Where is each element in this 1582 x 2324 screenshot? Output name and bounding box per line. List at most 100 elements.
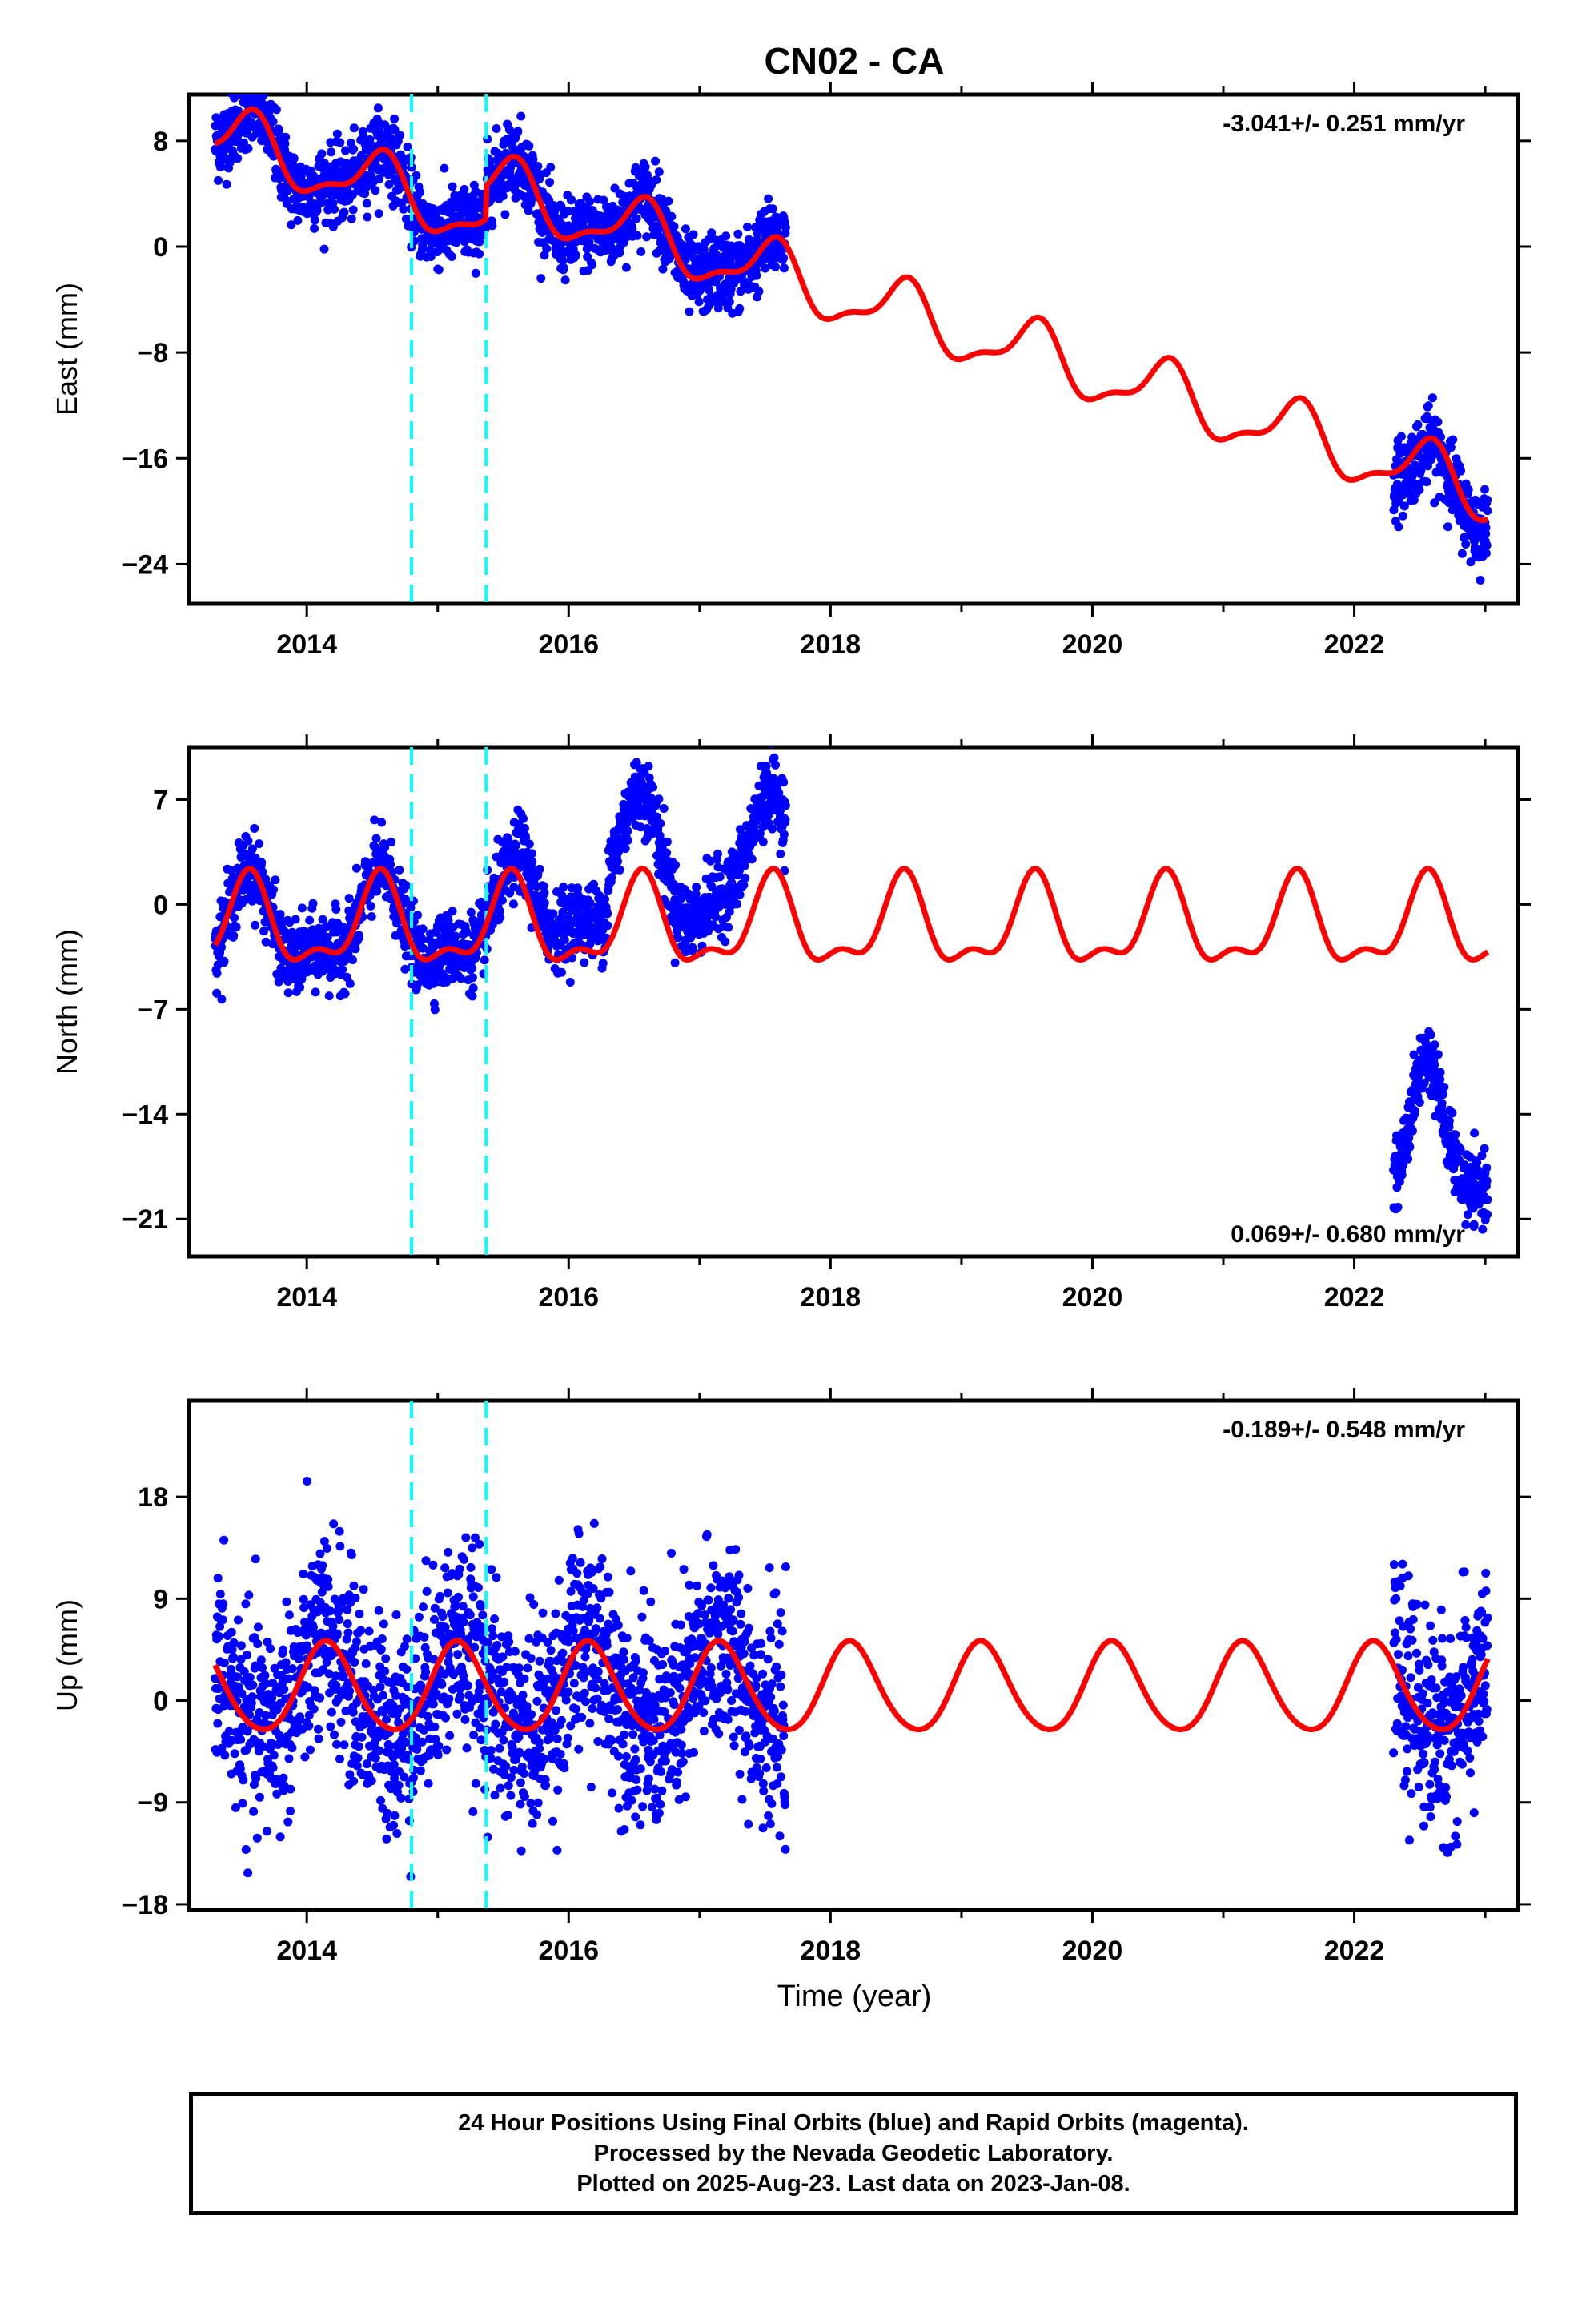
data-point [286, 1807, 295, 1816]
data-point [343, 1619, 352, 1629]
data-point [271, 875, 280, 885]
data-point [1461, 1220, 1471, 1229]
data-point [520, 823, 529, 833]
data-point [238, 1799, 247, 1808]
data-point [466, 907, 476, 917]
data-point [752, 271, 761, 280]
data-point [598, 959, 608, 968]
x-tick-label: 2022 [1324, 1282, 1385, 1313]
data-point [390, 125, 400, 135]
data-point [400, 964, 410, 974]
data-point [252, 1833, 262, 1843]
data-point [365, 135, 375, 144]
data-point [231, 1803, 240, 1812]
data-point [416, 187, 425, 197]
data-point [540, 899, 549, 907]
data-point [345, 1770, 355, 1779]
data-point [758, 837, 768, 846]
data-point [348, 205, 358, 215]
data-point [448, 907, 457, 916]
data-point [628, 224, 637, 234]
data-point [603, 909, 612, 919]
data-point [279, 1685, 289, 1694]
data-point [375, 1746, 384, 1755]
data-point [256, 64, 265, 73]
data-point [215, 1632, 224, 1641]
data-point [659, 804, 669, 813]
data-point [217, 943, 226, 952]
data-point [322, 1658, 331, 1667]
data-point [715, 872, 725, 882]
data-point [396, 131, 405, 140]
data-point [761, 263, 770, 273]
data-point [232, 1672, 242, 1682]
data-point [669, 222, 679, 231]
data-point [319, 244, 329, 254]
data-point [317, 198, 326, 207]
data-point [761, 762, 771, 771]
data-point [287, 1743, 297, 1753]
data-point [349, 1581, 359, 1590]
data-point [243, 1868, 253, 1878]
data-point [1477, 1151, 1487, 1160]
data-point [353, 1753, 363, 1763]
data-point [1466, 557, 1476, 567]
data-point [1399, 501, 1409, 511]
data-point [243, 143, 253, 153]
data-point [1423, 412, 1432, 421]
data-point [1480, 1144, 1489, 1153]
data-point [475, 249, 484, 259]
data-point [362, 1759, 371, 1769]
y-tick-label: 9 [153, 1584, 168, 1614]
data-point [229, 931, 239, 940]
data-point [621, 263, 631, 272]
data-point [571, 251, 580, 260]
data-point [351, 1593, 360, 1602]
data-point [1460, 532, 1470, 541]
data-point [261, 1679, 271, 1688]
data-point [310, 223, 319, 233]
data-point [528, 857, 537, 866]
data-point [535, 864, 544, 874]
data-point [781, 815, 790, 825]
data-point [1413, 420, 1423, 429]
data-point [585, 197, 595, 206]
data-point [779, 778, 789, 787]
data-point [779, 253, 789, 263]
data-point [256, 1655, 266, 1665]
data-point [330, 1730, 339, 1739]
data-point [1399, 1160, 1408, 1170]
data-point [317, 149, 327, 159]
data-point [651, 156, 661, 166]
data-point [521, 833, 531, 842]
data-point [326, 1722, 335, 1731]
data-point [480, 955, 489, 965]
data-point [233, 154, 243, 163]
data-point [269, 1751, 279, 1760]
data-point [560, 935, 569, 944]
data-point [217, 995, 227, 1004]
data-point [781, 801, 790, 810]
data-point [620, 844, 630, 854]
data-point [300, 1752, 310, 1762]
data-point [644, 762, 653, 771]
data-point [343, 1628, 353, 1638]
data-point [1415, 1098, 1424, 1107]
data-point [212, 988, 222, 998]
data-point [743, 222, 752, 231]
data-point [1423, 401, 1433, 411]
data-point [361, 1659, 371, 1668]
data-point [1415, 485, 1424, 495]
x-tick-label: 2014 [276, 1936, 337, 1966]
data-point [331, 905, 341, 914]
data-point [325, 1606, 335, 1616]
data-point [407, 163, 416, 172]
x-tick-label: 2014 [276, 1282, 337, 1313]
data-point [1457, 549, 1467, 558]
data-point [623, 835, 632, 845]
data-point [662, 848, 672, 858]
data-point [372, 887, 382, 896]
data-point [681, 224, 690, 234]
data-point [260, 1671, 270, 1680]
data-point [741, 873, 750, 883]
